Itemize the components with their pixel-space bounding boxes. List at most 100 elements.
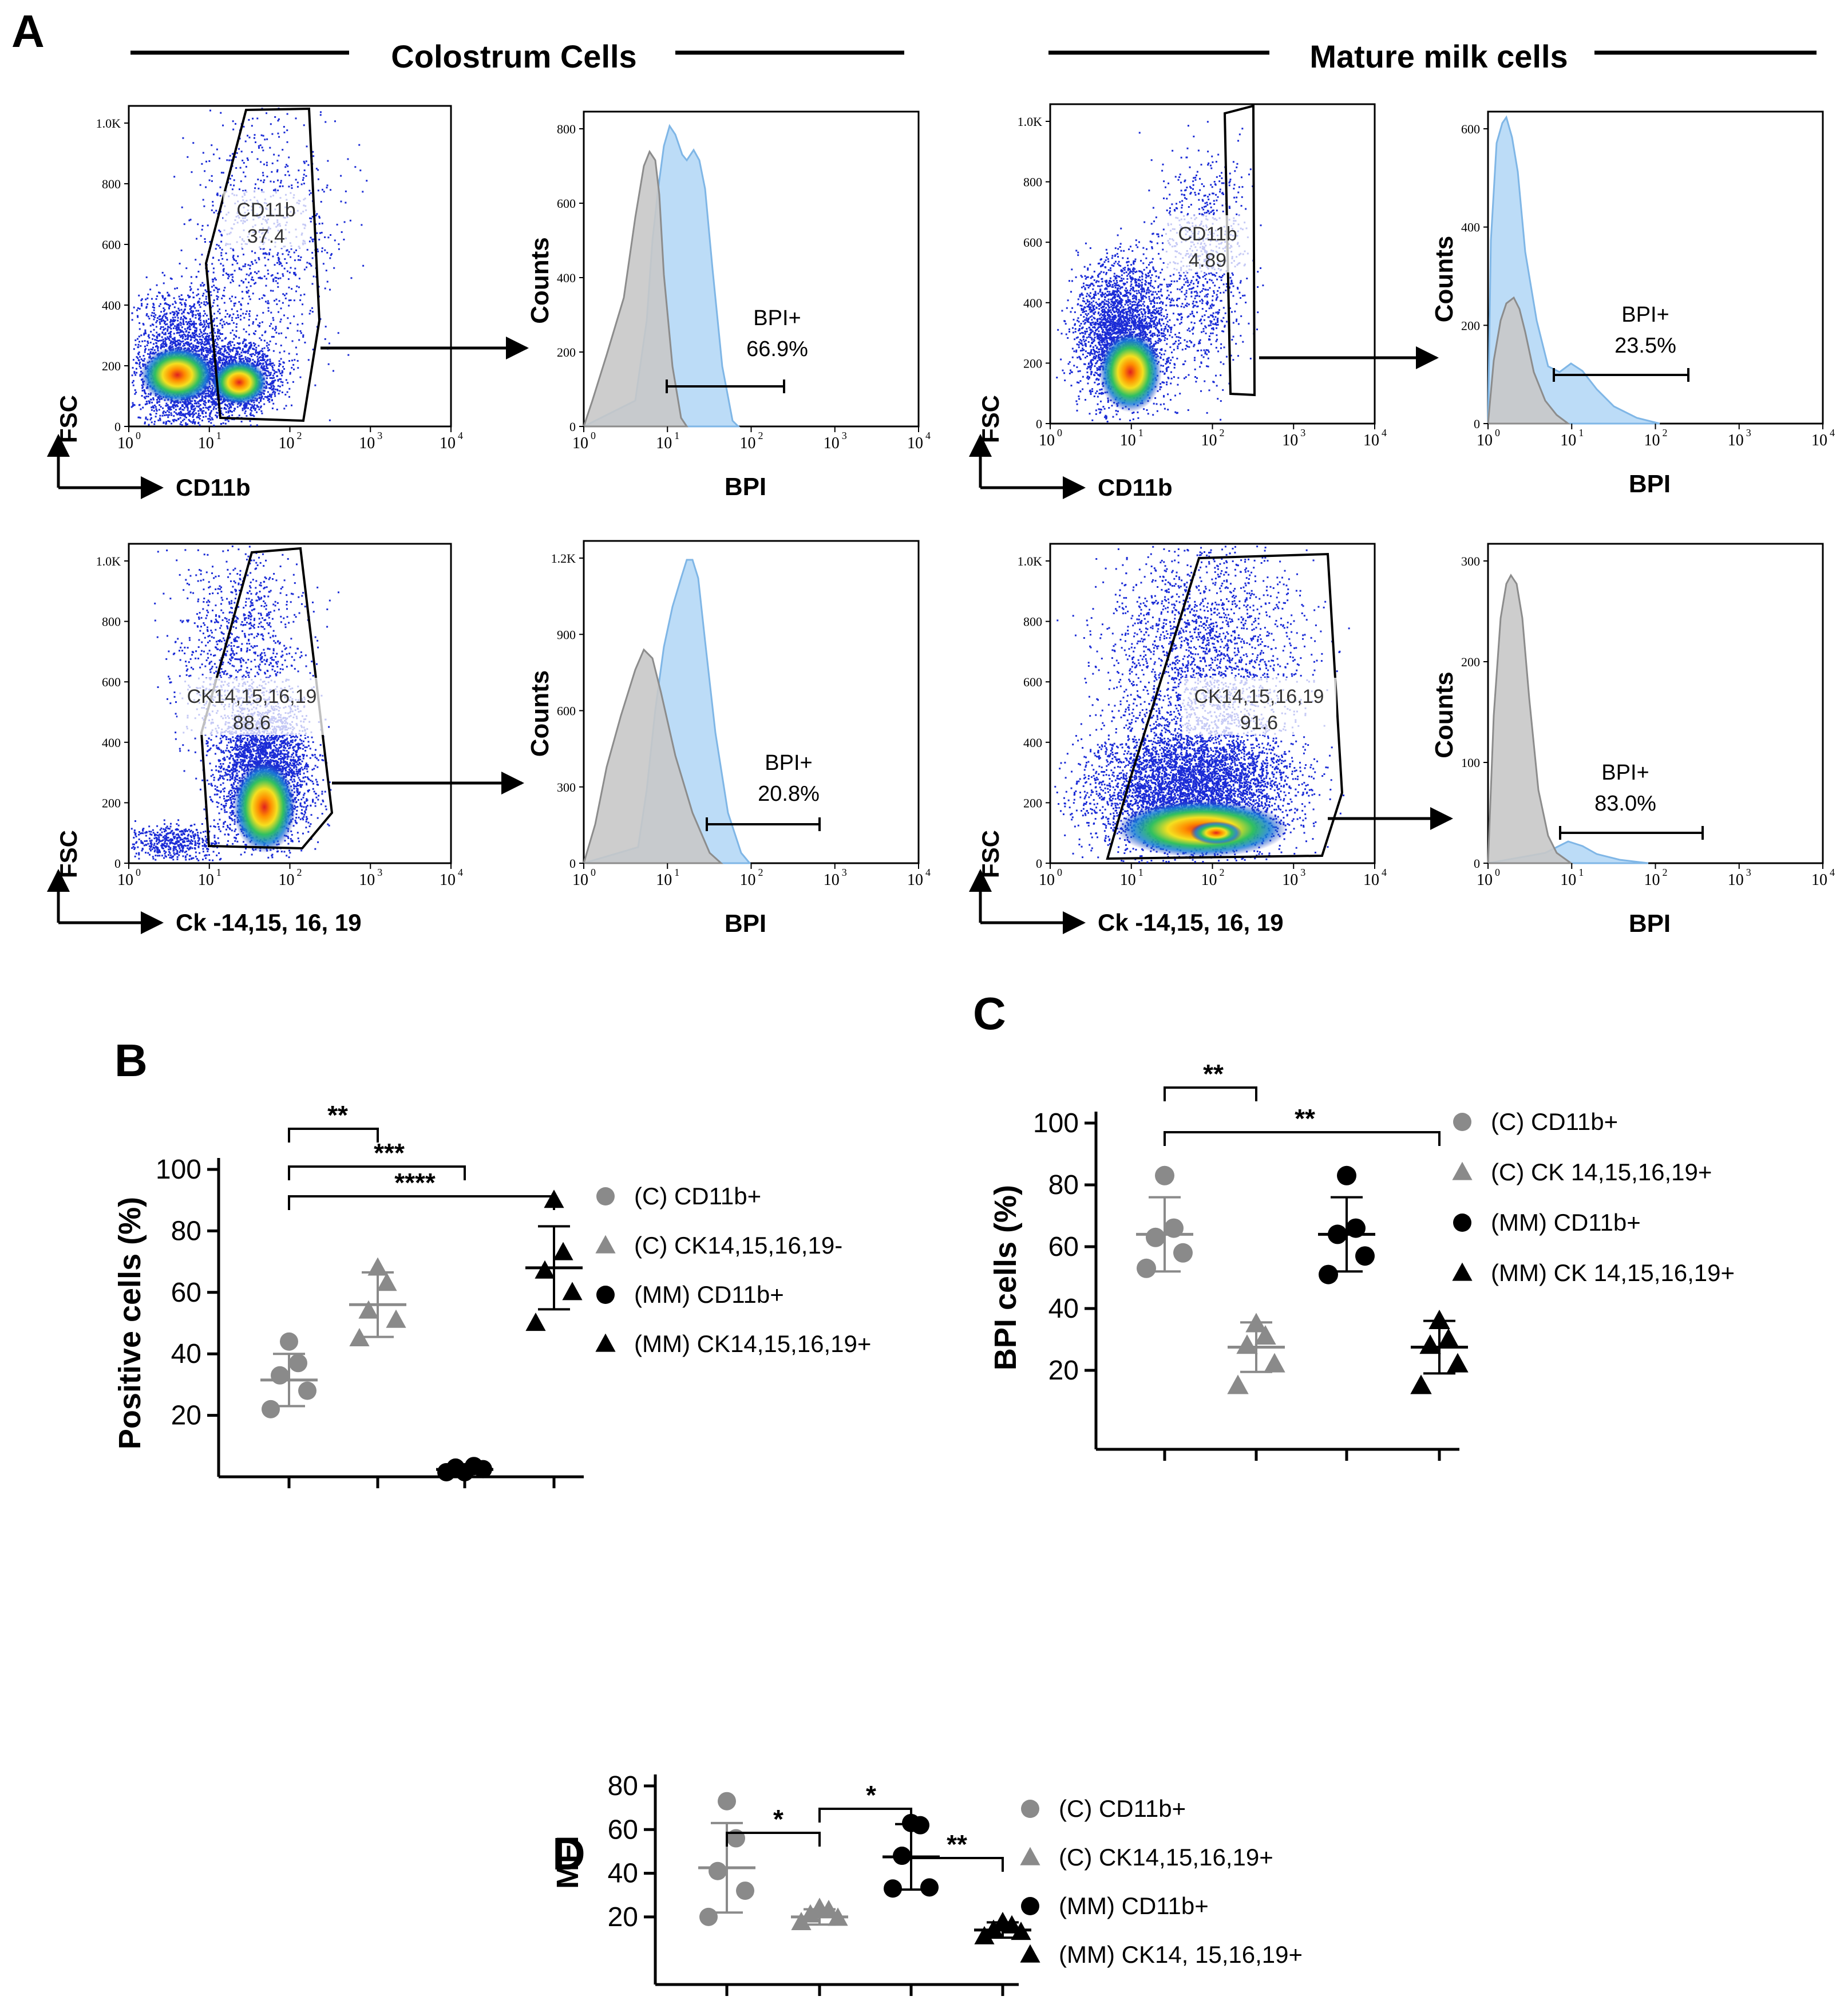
y-tick-label: 0 — [1474, 856, 1480, 871]
y-tick-label: 200 — [1023, 356, 1042, 370]
x-tick-label: 10 — [1728, 432, 1744, 449]
fsc-axis-label: FSC — [977, 830, 1004, 878]
gate-label-bg — [223, 191, 309, 248]
data-point — [718, 1792, 736, 1811]
data-point — [456, 1462, 474, 1481]
data-point — [1137, 1258, 1156, 1278]
gate-percent: 91.6 — [1240, 712, 1278, 734]
y-tick-label: 1.0K — [1018, 114, 1043, 129]
y-tick-label: 1.2K — [551, 551, 576, 566]
x-tick-label: 10 — [656, 434, 672, 452]
y-tick-label: 200 — [102, 796, 121, 810]
data-point — [280, 1332, 298, 1351]
y-tick-label: 40 — [171, 1339, 201, 1369]
data-point — [1419, 1334, 1441, 1354]
x-tick-exponent: 0 — [136, 867, 141, 878]
data-point — [992, 1911, 1013, 1930]
data-point — [595, 1235, 616, 1254]
y-tick-label: 200 — [1461, 318, 1480, 333]
gate-name: CK14,15,16,19 — [1194, 686, 1324, 707]
counts-axis-label: Counts — [1430, 671, 1458, 758]
counts-axis-label: Counts — [526, 670, 554, 757]
y-axis-label: Positive cells (%) — [113, 1197, 147, 1449]
x-tick-exponent: 3 — [1746, 427, 1751, 438]
x-tick-label: 10 — [1282, 871, 1298, 889]
bracket-line — [910, 1857, 1004, 1872]
x-tick-label: 10 — [907, 871, 923, 889]
x-tick-label: 10 — [440, 871, 456, 889]
x-tick-label: 10 — [117, 871, 133, 889]
bpi-axis-label: BPI — [1629, 470, 1671, 498]
data-point — [1021, 1800, 1039, 1818]
x-tick-exponent: 2 — [297, 430, 302, 441]
significance-stars: *** — [374, 1138, 405, 1168]
density-hotspot — [140, 346, 215, 404]
y-tick-label: 600 — [557, 196, 576, 211]
data-point — [920, 1878, 939, 1897]
y-tick-label: 0 — [569, 856, 576, 871]
gate-label-bg — [1182, 678, 1336, 735]
gate-polygon — [1223, 104, 1256, 397]
marker-axis-label: CD11b — [176, 474, 251, 501]
bpi-gate-percent: 20.8% — [758, 782, 820, 806]
x-tick-exponent: 3 — [842, 430, 847, 441]
data-point — [1011, 1922, 1031, 1940]
data-point — [377, 1272, 397, 1291]
y-tick-label: 80 — [171, 1216, 201, 1246]
x-tick-label: 10 — [279, 434, 295, 452]
legend-label: (C) CK 14,15,16,19+ — [1491, 1159, 1712, 1185]
bpi-axis-label: BPI — [725, 910, 766, 938]
x-tick-exponent: 0 — [136, 430, 141, 441]
y-axis-label: BPI cells (%) — [988, 1185, 1023, 1370]
y-tick-label: 400 — [1461, 220, 1480, 235]
significance-stars: **** — [394, 1168, 436, 1197]
data-point — [1453, 1113, 1471, 1131]
x-tick-label: 10 — [572, 434, 588, 452]
y-tick-label: 800 — [1023, 175, 1042, 189]
data-point — [386, 1309, 406, 1328]
y-tick-label: 200 — [1461, 655, 1480, 669]
data-point — [1453, 1214, 1471, 1232]
legend-label: (MM) CK14, 15,16,19+ — [1059, 1941, 1303, 1968]
x-tick-exponent: 1 — [674, 867, 679, 878]
data-point — [1021, 1897, 1039, 1915]
data-point — [1164, 1218, 1184, 1238]
panel-label-c: C — [973, 988, 1006, 1039]
y-tick-label: 600 — [102, 675, 121, 689]
y-tick-label: 100 — [1033, 1108, 1079, 1139]
y-tick-label: 60 — [608, 1815, 638, 1845]
significance-bracket: **** — [288, 1168, 555, 1210]
gate-percent: 88.6 — [233, 712, 271, 734]
section-header-mature: Mature milk cells — [1309, 38, 1568, 74]
y-tick-label: 200 — [557, 345, 576, 359]
data-point — [1227, 1374, 1249, 1394]
significance-stars: ** — [1295, 1104, 1315, 1133]
data-point — [349, 1327, 370, 1346]
data-point — [1346, 1218, 1366, 1238]
data-point — [1255, 1325, 1276, 1345]
significance-stars: ** — [327, 1100, 348, 1130]
bpi-gate-name: BPI+ — [1621, 303, 1669, 327]
bpi-gate-percent: 23.5% — [1614, 334, 1676, 358]
gate-percent: 37.4 — [247, 226, 285, 247]
data-point — [1447, 1353, 1469, 1373]
isotype-histogram — [582, 648, 723, 864]
x-tick-exponent: 0 — [1057, 867, 1062, 878]
gate-percent: 4.89 — [1189, 250, 1226, 271]
x-tick-exponent: 0 — [1495, 867, 1500, 878]
fsc-axis-label: FSC — [55, 395, 82, 443]
x-tick-label: 10 — [198, 871, 214, 889]
x-tick-exponent: 3 — [842, 867, 847, 878]
density-hotspot — [1099, 332, 1162, 412]
marker-axis-label: Ck -14,15, 16, 19 — [176, 909, 362, 936]
bracket-line — [818, 1808, 912, 1823]
x-tick-label: 10 — [440, 434, 456, 452]
y-tick-label: 800 — [557, 122, 576, 136]
x-tick-exponent: 4 — [925, 430, 931, 441]
y-tick-label: 0 — [114, 420, 121, 434]
x-tick-exponent: 4 — [458, 867, 463, 878]
x-tick-label: 10 — [907, 434, 923, 452]
